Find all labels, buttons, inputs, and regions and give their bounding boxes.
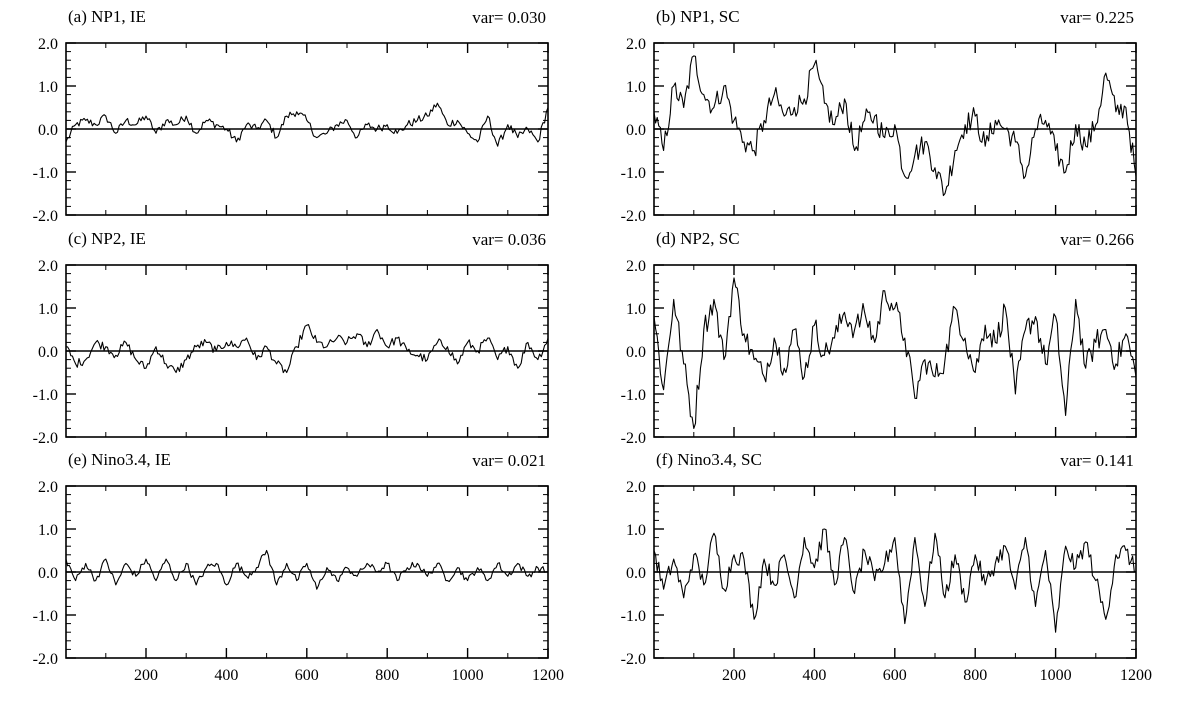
ytick-label: -2.0 xyxy=(621,651,646,668)
ytick-label: 0.0 xyxy=(38,344,58,361)
ytick-label: -2.0 xyxy=(33,651,58,668)
xtick-label: 400 xyxy=(214,667,238,684)
ytick-label: -1.0 xyxy=(621,387,646,404)
xtick-label: 1000 xyxy=(1040,667,1072,684)
ytick-label: 1.0 xyxy=(626,301,646,318)
ytick-label: 1.0 xyxy=(38,522,58,539)
ytick-label: -1.0 xyxy=(33,608,58,625)
series-line xyxy=(653,528,1137,633)
ytick-label: 0.0 xyxy=(38,122,58,139)
ytick-label: 0.0 xyxy=(626,344,646,361)
panel-title: (e) Nino3.4, IE xyxy=(68,450,171,469)
ytick-label: -1.0 xyxy=(33,387,58,404)
xtick-label: 600 xyxy=(295,667,319,684)
ytick-label: 2.0 xyxy=(626,479,646,496)
variance-label: var= 0.030 xyxy=(472,8,546,27)
xtick-label: 1000 xyxy=(452,667,484,684)
panel-title: (a) NP1, IE xyxy=(68,7,146,26)
panel-title: (b) NP1, SC xyxy=(656,7,740,26)
ytick-label: -2.0 xyxy=(621,208,646,225)
ytick-label: 1.0 xyxy=(38,301,58,318)
panel-title: (d) NP2, SC xyxy=(656,229,740,248)
ytick-label: -1.0 xyxy=(621,608,646,625)
ytick-label: 1.0 xyxy=(626,522,646,539)
ytick-label: -2.0 xyxy=(33,430,58,447)
variance-label: var= 0.141 xyxy=(1060,451,1134,470)
ytick-label: -1.0 xyxy=(621,165,646,182)
ytick-label: 1.0 xyxy=(626,79,646,96)
ytick-label: 1.0 xyxy=(38,79,58,96)
variance-label: var= 0.036 xyxy=(472,230,546,249)
panel-title: (c) NP2, IE xyxy=(68,229,146,248)
ytick-label: 2.0 xyxy=(626,258,646,275)
xtick-label: 400 xyxy=(802,667,826,684)
series-line xyxy=(653,55,1137,197)
panel-b: (b) NP1, SC var= 0.225 2.0 1.0 0.0 -1.0 -2.0 xyxy=(621,7,1137,225)
xtick-label: 200 xyxy=(722,667,746,684)
ytick-label: 0.0 xyxy=(626,122,646,139)
panel-a: (a) NP1, IE var= 0.030 2.0 1.0 0.0 -1.0 -2.0 xyxy=(33,7,549,225)
xtick-label: 1200 xyxy=(1120,667,1152,684)
xtick-label: 200 xyxy=(134,667,158,684)
panel-title: (f) Nino3.4, SC xyxy=(656,450,762,469)
variance-label: var= 0.021 xyxy=(472,451,546,470)
ytick-label: -2.0 xyxy=(33,208,58,225)
xtick-label: 800 xyxy=(375,667,399,684)
ytick-label: 2.0 xyxy=(626,36,646,53)
panel-d: (d) NP2, SC var= 0.266 2.0 1.0 0.0 -1.0 -2.0 xyxy=(621,229,1137,447)
panel-f: (f) Nino3.4, SC var= 0.141 2.0 1.0 0.0 -1.0 -2… xyxy=(621,450,1152,684)
panel-c: (c) NP2, IE var= 0.036 2.0 1.0 0.0 -1.0 -2.0 xyxy=(33,229,549,447)
ytick-label: 2.0 xyxy=(38,479,58,496)
series-line xyxy=(653,277,1137,429)
xtick-label: 600 xyxy=(883,667,907,684)
series-line xyxy=(65,102,549,147)
ytick-label: 2.0 xyxy=(38,36,58,53)
ytick-label: 2.0 xyxy=(38,258,58,275)
series-line xyxy=(65,324,549,374)
panel-e: (e) Nino3.4, IE var= 0.021 2.0 1.0 0.0 -1.0 -2… xyxy=(33,450,564,684)
ytick-label: -2.0 xyxy=(621,430,646,447)
xtick-label: 800 xyxy=(963,667,987,684)
ytick-label: -1.0 xyxy=(33,165,58,182)
xtick-label: 1200 xyxy=(532,667,564,684)
variance-label: var= 0.225 xyxy=(1060,8,1134,27)
variance-label: var= 0.266 xyxy=(1060,230,1134,249)
ytick-label: 0.0 xyxy=(626,565,646,582)
ytick-label: 0.0 xyxy=(38,565,58,582)
series-line xyxy=(65,549,549,590)
